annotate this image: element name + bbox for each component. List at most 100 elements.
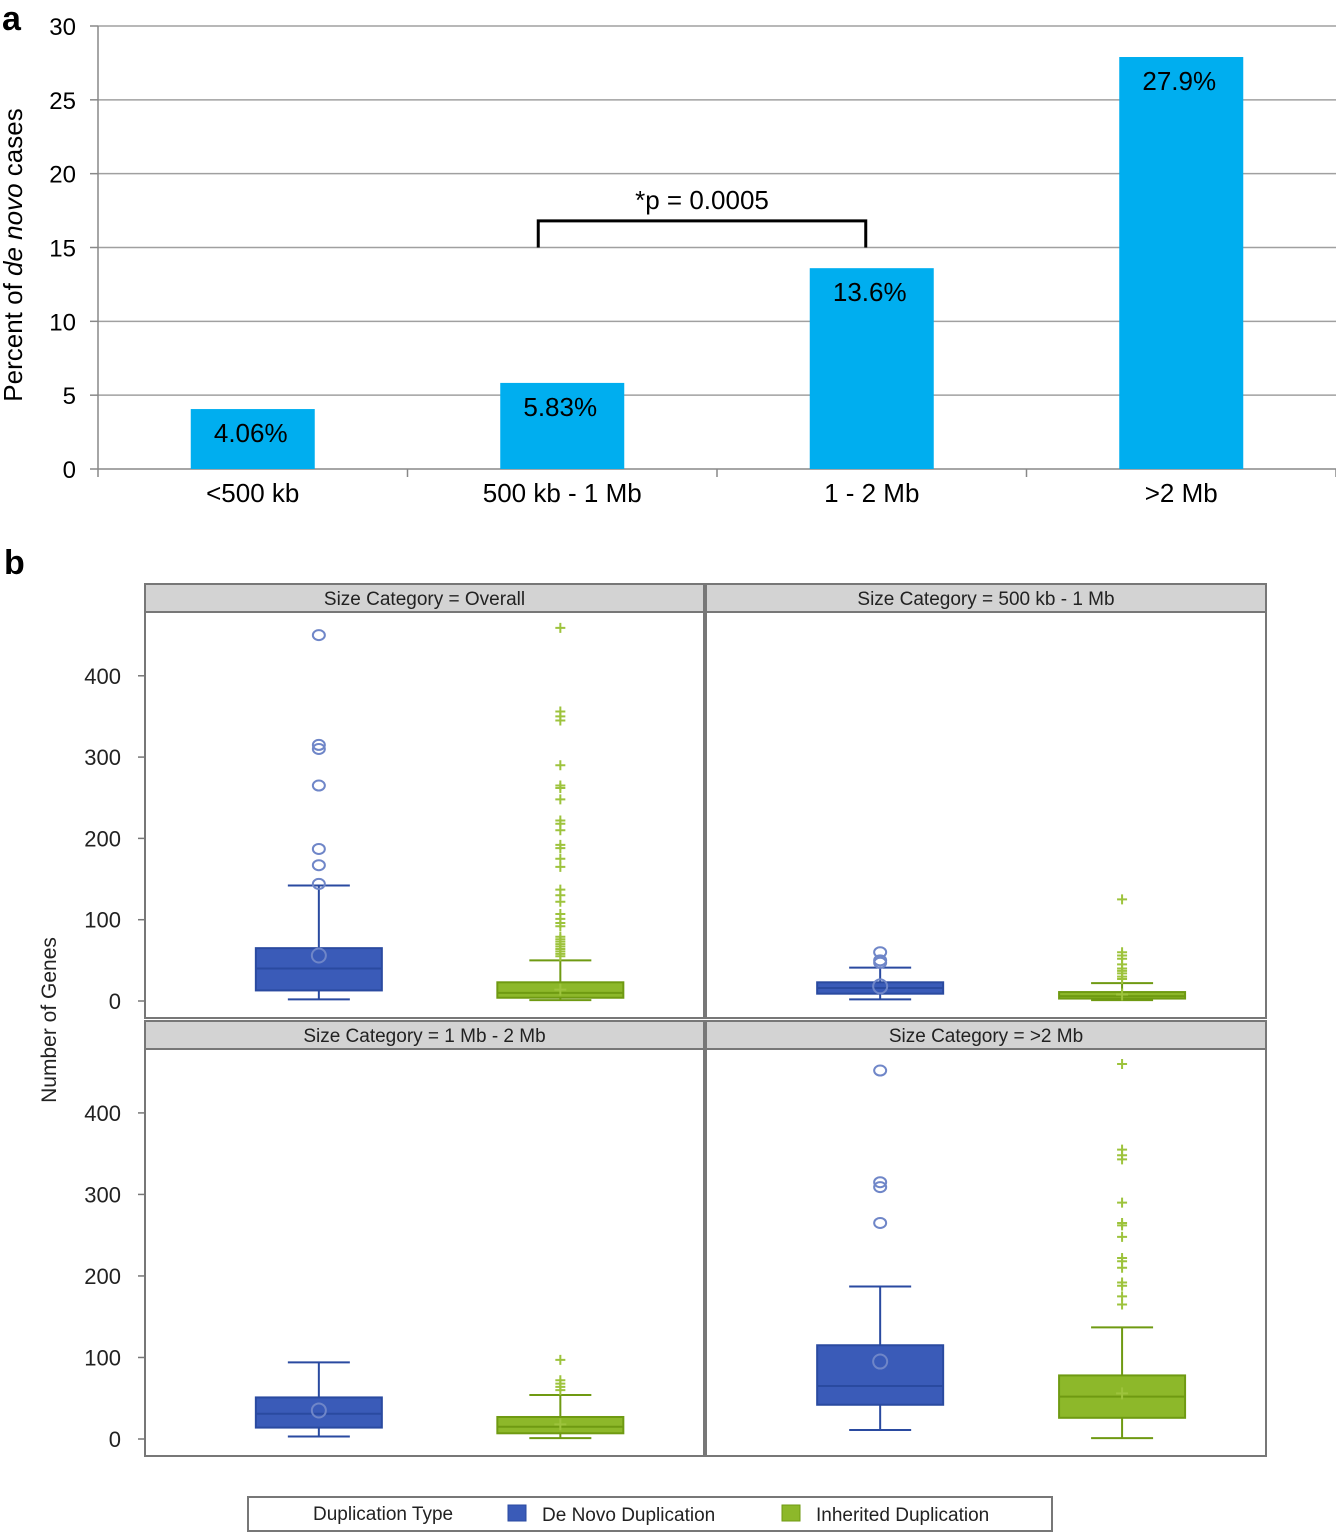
a-category-labels: <500 kb 500 kb - 1 Mb 1 - 2 Mb >2 Mb	[206, 478, 1218, 508]
b-outlier	[1117, 894, 1128, 905]
b-facet-title: Size Category = >2 Mb	[889, 1026, 1083, 1047]
b-facet-title: Size Category = 1 Mb - 2 Mb	[303, 1026, 545, 1047]
a-y-label-part: de novo	[0, 183, 28, 276]
significance-bracket-line	[536, 219, 868, 248]
a-bar-data-label: 5.83%	[523, 392, 597, 422]
b-outlier	[873, 1064, 888, 1077]
b-outlier	[555, 896, 566, 907]
b-outlier	[1117, 1262, 1128, 1273]
b-outlier	[1117, 974, 1128, 985]
b-outlier	[1117, 1280, 1128, 1291]
a-category-label: >2 Mb	[1145, 478, 1218, 508]
b-outlier	[555, 622, 566, 633]
legend: Duplication Type De Novo Duplication Inher…	[247, 1496, 1053, 1532]
b-outlier	[1117, 1220, 1128, 1231]
b-box-inherited	[496, 622, 625, 1002]
b-facet-title: Size Category = Overall	[324, 589, 525, 610]
a-y-tick-label: 20	[49, 162, 76, 189]
b-outlier	[555, 861, 566, 872]
b-y-tick-label: 0	[109, 989, 121, 1014]
b-outlier	[555, 760, 566, 771]
b-box-de-novo	[816, 1064, 945, 1432]
b-outlier	[555, 1354, 566, 1365]
b-outlier	[311, 629, 326, 642]
b-outlier	[555, 921, 566, 932]
b-facet-panel: Size Category = 500 kb - 1 Mb	[705, 583, 1267, 1019]
b-box-de-novo	[254, 1361, 383, 1438]
b-y-tick-label: 100	[84, 1345, 121, 1370]
b-outlier	[1117, 1059, 1128, 1069]
legend-swatch	[507, 1504, 527, 1522]
b-y-tick-label: 200	[84, 826, 121, 851]
b-outlier	[555, 951, 566, 962]
b-y-axis-label: Number of Genes	[38, 937, 61, 1103]
significance-label: *p = 0.0005	[635, 185, 769, 215]
panel-b-label: b	[4, 544, 25, 582]
b-facet-title: Size Category = 500 kb - 1 Mb	[857, 589, 1114, 610]
a-bar-data-label: 13.6%	[833, 277, 907, 307]
b-facet-header	[705, 1020, 1267, 1050]
b-y-tick-label: 100	[84, 908, 121, 933]
b-facet-panel: Size Category = 1 Mb - 2 Mb	[144, 1020, 705, 1457]
a-bar-data-label: 4.06%	[214, 418, 288, 448]
b-y-tick-labels: 0 100 200 300 400 0 100 200 300 400	[84, 664, 145, 1452]
b-y-tick-label: 0	[109, 1427, 121, 1452]
a-y-tick-labels: 0 5 10 15 20 25 30	[49, 14, 76, 484]
a-bars: 4.06% 5.83% 13.6% 27.9%	[190, 57, 1244, 469]
b-outlier	[311, 877, 326, 890]
b-outlier	[1117, 1231, 1128, 1242]
legend-box	[247, 1496, 1053, 1532]
b-box-inherited	[1058, 894, 1187, 1002]
a-bar	[1119, 57, 1244, 469]
legend-swatch	[781, 1504, 801, 1522]
b-box-de-novo	[254, 629, 383, 1001]
b-mean-marker	[872, 978, 889, 995]
a-category-label: 1 - 2 Mb	[824, 478, 919, 508]
panel-b-box-plots: b Size Category = Overall Size Category =…	[4, 544, 1267, 1532]
b-mean-marker	[310, 947, 327, 964]
b-mean-marker	[554, 983, 567, 996]
b-outlier	[311, 738, 326, 751]
b-y-tick-label: 400	[84, 1101, 121, 1126]
a-category-label: 500 kb - 1 Mb	[483, 478, 642, 508]
b-y-tick-label: 300	[84, 745, 121, 770]
b-box-body	[254, 1396, 383, 1429]
a-bar	[500, 382, 625, 469]
b-mean-marker	[554, 1418, 567, 1431]
panel-a-bar-chart: a 0 5 10 15 20 25 30 4.06% 5.83% 13.6% 27.9% <500…	[0, 0, 1336, 508]
b-outlier	[311, 742, 326, 755]
a-bar-data-label: 27.9%	[1142, 66, 1216, 96]
b-outlier	[555, 794, 566, 805]
a-y-tick-label: 10	[49, 309, 76, 336]
b-box-inherited	[496, 1354, 625, 1440]
a-y-tick-label: 30	[49, 14, 76, 41]
b-outlier	[1117, 1197, 1128, 1208]
b-outlier	[555, 782, 566, 793]
b-outlier	[873, 1181, 888, 1194]
b-outlier	[873, 956, 888, 969]
a-bar	[809, 268, 934, 469]
b-y-tick-label: 400	[84, 664, 121, 689]
a-y-label-part: cases	[0, 108, 28, 183]
b-facet-header	[144, 1020, 705, 1050]
b-mean-marker	[1116, 1387, 1129, 1400]
b-facet-panels: Size Category = Overall Size Category = 5…	[144, 583, 1267, 1457]
b-outlier	[311, 779, 326, 792]
b-outlier	[1117, 1299, 1128, 1310]
a-y-tick-label: 25	[49, 88, 76, 115]
b-y-tick-label: 200	[84, 1264, 121, 1289]
a-bar	[190, 409, 315, 469]
a-y-label-part: Percent of	[0, 276, 28, 402]
significance-bracket: *p = 0.0005	[536, 185, 868, 248]
b-plot-area	[705, 611, 1267, 1019]
b-outlier	[555, 825, 566, 836]
legend-title: Duplication Type	[313, 1504, 453, 1525]
b-box-inherited	[1058, 1059, 1187, 1440]
b-box-de-novo	[816, 946, 945, 1001]
b-facet-panel: Size Category = Overall	[144, 583, 705, 1019]
b-outlier	[873, 1176, 888, 1189]
a-category-label: <500 kb	[206, 478, 299, 508]
b-mean-marker	[1116, 988, 1129, 1001]
b-outlier	[311, 842, 326, 855]
b-plot-area	[144, 611, 705, 1019]
